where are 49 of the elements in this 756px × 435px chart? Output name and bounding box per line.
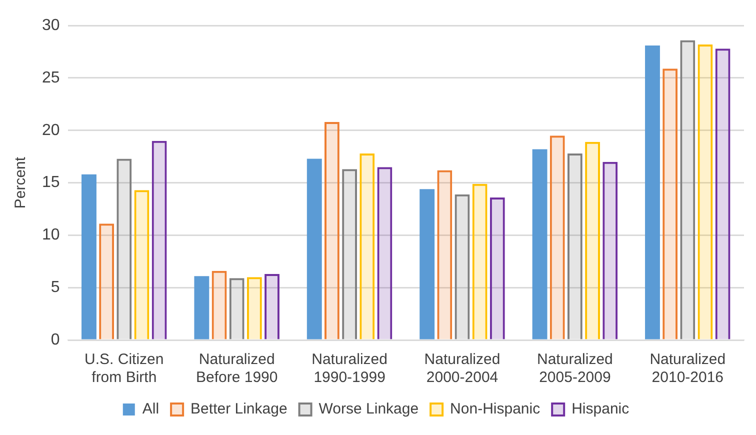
bar [360, 153, 375, 340]
legend-label: Better Linkage [190, 400, 288, 418]
bar [490, 197, 505, 340]
bar [306, 158, 322, 340]
bar [680, 40, 696, 340]
bar [194, 276, 210, 340]
bar [550, 136, 565, 340]
bar [229, 278, 244, 340]
bar [698, 44, 713, 340]
legend-label: Hispanic [572, 400, 630, 418]
bar [99, 224, 114, 340]
x-tick-label: Naturalized 2010-2016 [650, 351, 726, 386]
x-tick-label: Naturalized Before 1990 [196, 351, 278, 386]
bar [454, 194, 470, 340]
bar [585, 142, 600, 340]
y-tick-label: 20 [42, 122, 60, 139]
y-tick-label: 5 [50, 279, 60, 296]
bar [472, 184, 488, 340]
bar [602, 162, 618, 340]
y-tick-label: 30 [42, 17, 60, 34]
y-tick-label: 25 [42, 69, 60, 86]
legend-label: Non-Hispanic [450, 400, 541, 418]
x-tick-label: U.S. Citizen from Birth [84, 351, 164, 386]
bar [715, 48, 730, 340]
bar [212, 270, 227, 340]
bar [324, 122, 340, 340]
x-tick-label: Naturalized 2005-2009 [537, 351, 613, 386]
bar [342, 169, 358, 340]
bar [662, 68, 678, 340]
y-axis-title: Percent [12, 156, 30, 209]
bar [437, 170, 452, 340]
bar [264, 274, 280, 340]
bar [645, 46, 660, 340]
y-tick-label: 0 [50, 331, 60, 348]
bar [116, 158, 132, 340]
bar [82, 174, 96, 340]
x-tick-label: Naturalized 1990-1999 [312, 351, 388, 386]
legend-label: Worse Linkage [318, 400, 419, 418]
bar [134, 190, 150, 340]
bar [567, 153, 582, 340]
legend-label: All [142, 400, 160, 418]
y-tick-label: 10 [42, 226, 60, 244]
bar [246, 277, 262, 340]
y-tick-label: 15 [42, 174, 60, 192]
bar [532, 149, 548, 340]
bar [377, 167, 392, 340]
x-tick-label: Naturalized 2000-2004 [424, 351, 500, 386]
bar [420, 189, 435, 340]
bar [152, 140, 167, 340]
